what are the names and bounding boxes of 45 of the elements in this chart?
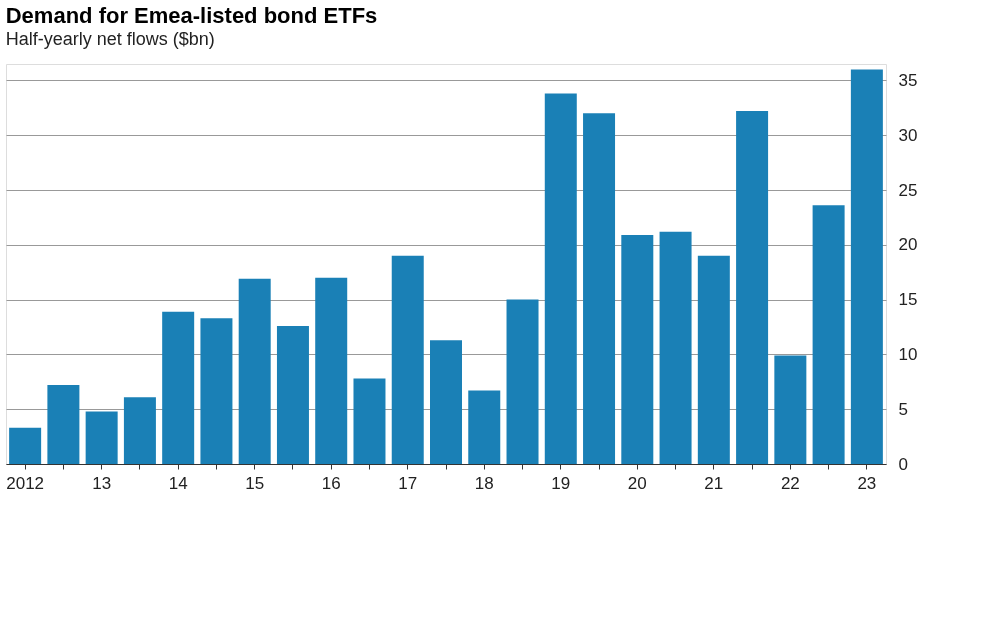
y-tick-label: 30 — [898, 125, 918, 145]
x-tick-label: 23 — [857, 473, 877, 493]
bar — [9, 427, 42, 464]
bar — [315, 277, 348, 464]
bar — [47, 385, 80, 464]
bar — [162, 311, 195, 464]
y-tick-label: 0 — [898, 454, 908, 474]
x-tick-label: 15 — [245, 473, 265, 493]
bar — [430, 340, 462, 464]
bar — [697, 255, 730, 464]
bar — [736, 111, 769, 464]
y-tick-label: 20 — [898, 235, 918, 255]
bar — [468, 390, 501, 464]
bar — [238, 278, 271, 464]
x-tick-label: 16 — [321, 473, 341, 493]
x-tick-label: 20 — [627, 473, 647, 493]
bar — [544, 93, 577, 464]
bar — [812, 205, 845, 464]
bar — [774, 355, 807, 464]
bar — [583, 113, 616, 464]
chart-title: Demand for Emea-listed bond ETFs — [5, 3, 378, 28]
bar — [506, 299, 539, 464]
y-tick-label: 10 — [898, 344, 918, 364]
x-tick-label: 13 — [92, 473, 112, 493]
y-tick-label: 15 — [898, 290, 918, 310]
x-tick-label: 14 — [168, 473, 188, 493]
bar — [659, 231, 692, 464]
bar — [391, 255, 424, 464]
x-tick-label: 19 — [551, 473, 571, 493]
y-tick-label: 5 — [898, 399, 908, 419]
bar — [200, 318, 233, 464]
y-tick-label: 25 — [898, 180, 918, 200]
bar — [621, 234, 654, 464]
chart-subtitle: Half-yearly net flows ($bn) — [5, 29, 215, 49]
x-tick-label: 21 — [704, 473, 724, 493]
x-tick-label: 17 — [398, 473, 418, 493]
bar — [85, 411, 118, 464]
bar — [123, 397, 156, 464]
bar — [850, 69, 883, 464]
bar — [276, 325, 309, 464]
x-tick-label: 2012 — [6, 473, 45, 493]
x-tick-label: 22 — [780, 473, 800, 493]
x-tick-label: 18 — [474, 473, 494, 493]
bar — [353, 378, 386, 464]
y-tick-label: 35 — [898, 70, 918, 90]
